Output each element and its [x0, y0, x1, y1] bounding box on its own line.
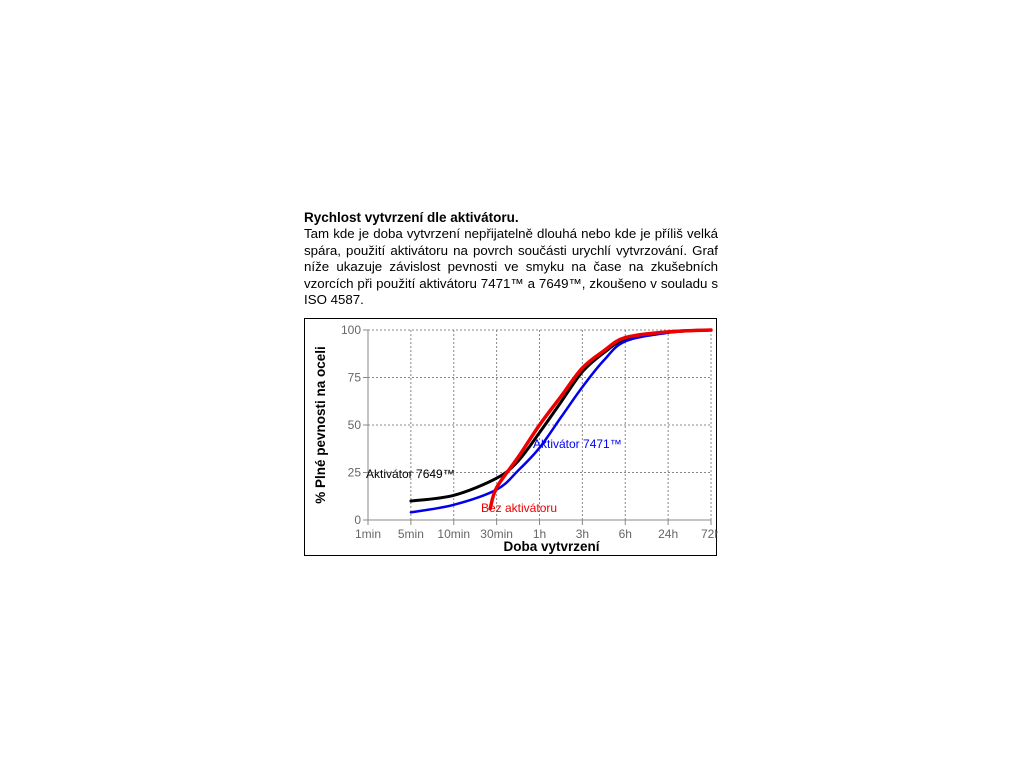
- x-axis-title: Doba vytvrzení: [503, 539, 600, 554]
- x-tick-label-8: 72h: [701, 527, 718, 541]
- x-tick-label-5: 3h: [576, 527, 589, 541]
- y-axis-title: % Plné pevnosti na oceli: [313, 346, 328, 504]
- x-tick-label-1: 5min: [398, 527, 424, 541]
- x-tick-label-4: 1h: [533, 527, 546, 541]
- series-label-1: Aktivátor 7471™: [533, 437, 622, 451]
- series-line-2: [488, 328, 713, 511]
- x-tick-label-6: 6h: [619, 527, 632, 541]
- y-tick-label-3: 75: [348, 371, 362, 385]
- y-tick-label-4: 100: [341, 323, 361, 337]
- series-line-1: [409, 328, 713, 514]
- x-tick-label-2: 10min: [437, 527, 470, 541]
- y-tick-label-2: 50: [348, 418, 362, 432]
- section-heading: Rychlost vytvrzení dle aktivátoru.: [304, 210, 519, 225]
- cure-speed-chart: 0 25 50 75 100 1min 5min 10min 30min 1h 3h 6h 24h 72h…: [304, 318, 718, 556]
- y-tick-label-1: 25: [348, 466, 362, 480]
- chart-canvas: 0 25 50 75 100 1min 5min 10min 30min 1h 3h 6h 24h 72h…: [313, 323, 718, 554]
- series-label-0: Aktivátor 7649™: [366, 467, 455, 481]
- section-paragraph: Tam kde je doba vytvrzení nepřijatelně d…: [304, 226, 718, 307]
- description-block: Rychlost vytvrzení dle aktivátoru. Tam k…: [304, 209, 718, 309]
- series-label-2: Bez aktivátoru: [481, 501, 557, 515]
- y-tick-label-0: 0: [354, 513, 361, 527]
- x-tick-label-0: 1min: [355, 527, 381, 541]
- x-tick-label-7: 24h: [658, 527, 678, 541]
- x-tick-label-3: 30min: [480, 527, 513, 541]
